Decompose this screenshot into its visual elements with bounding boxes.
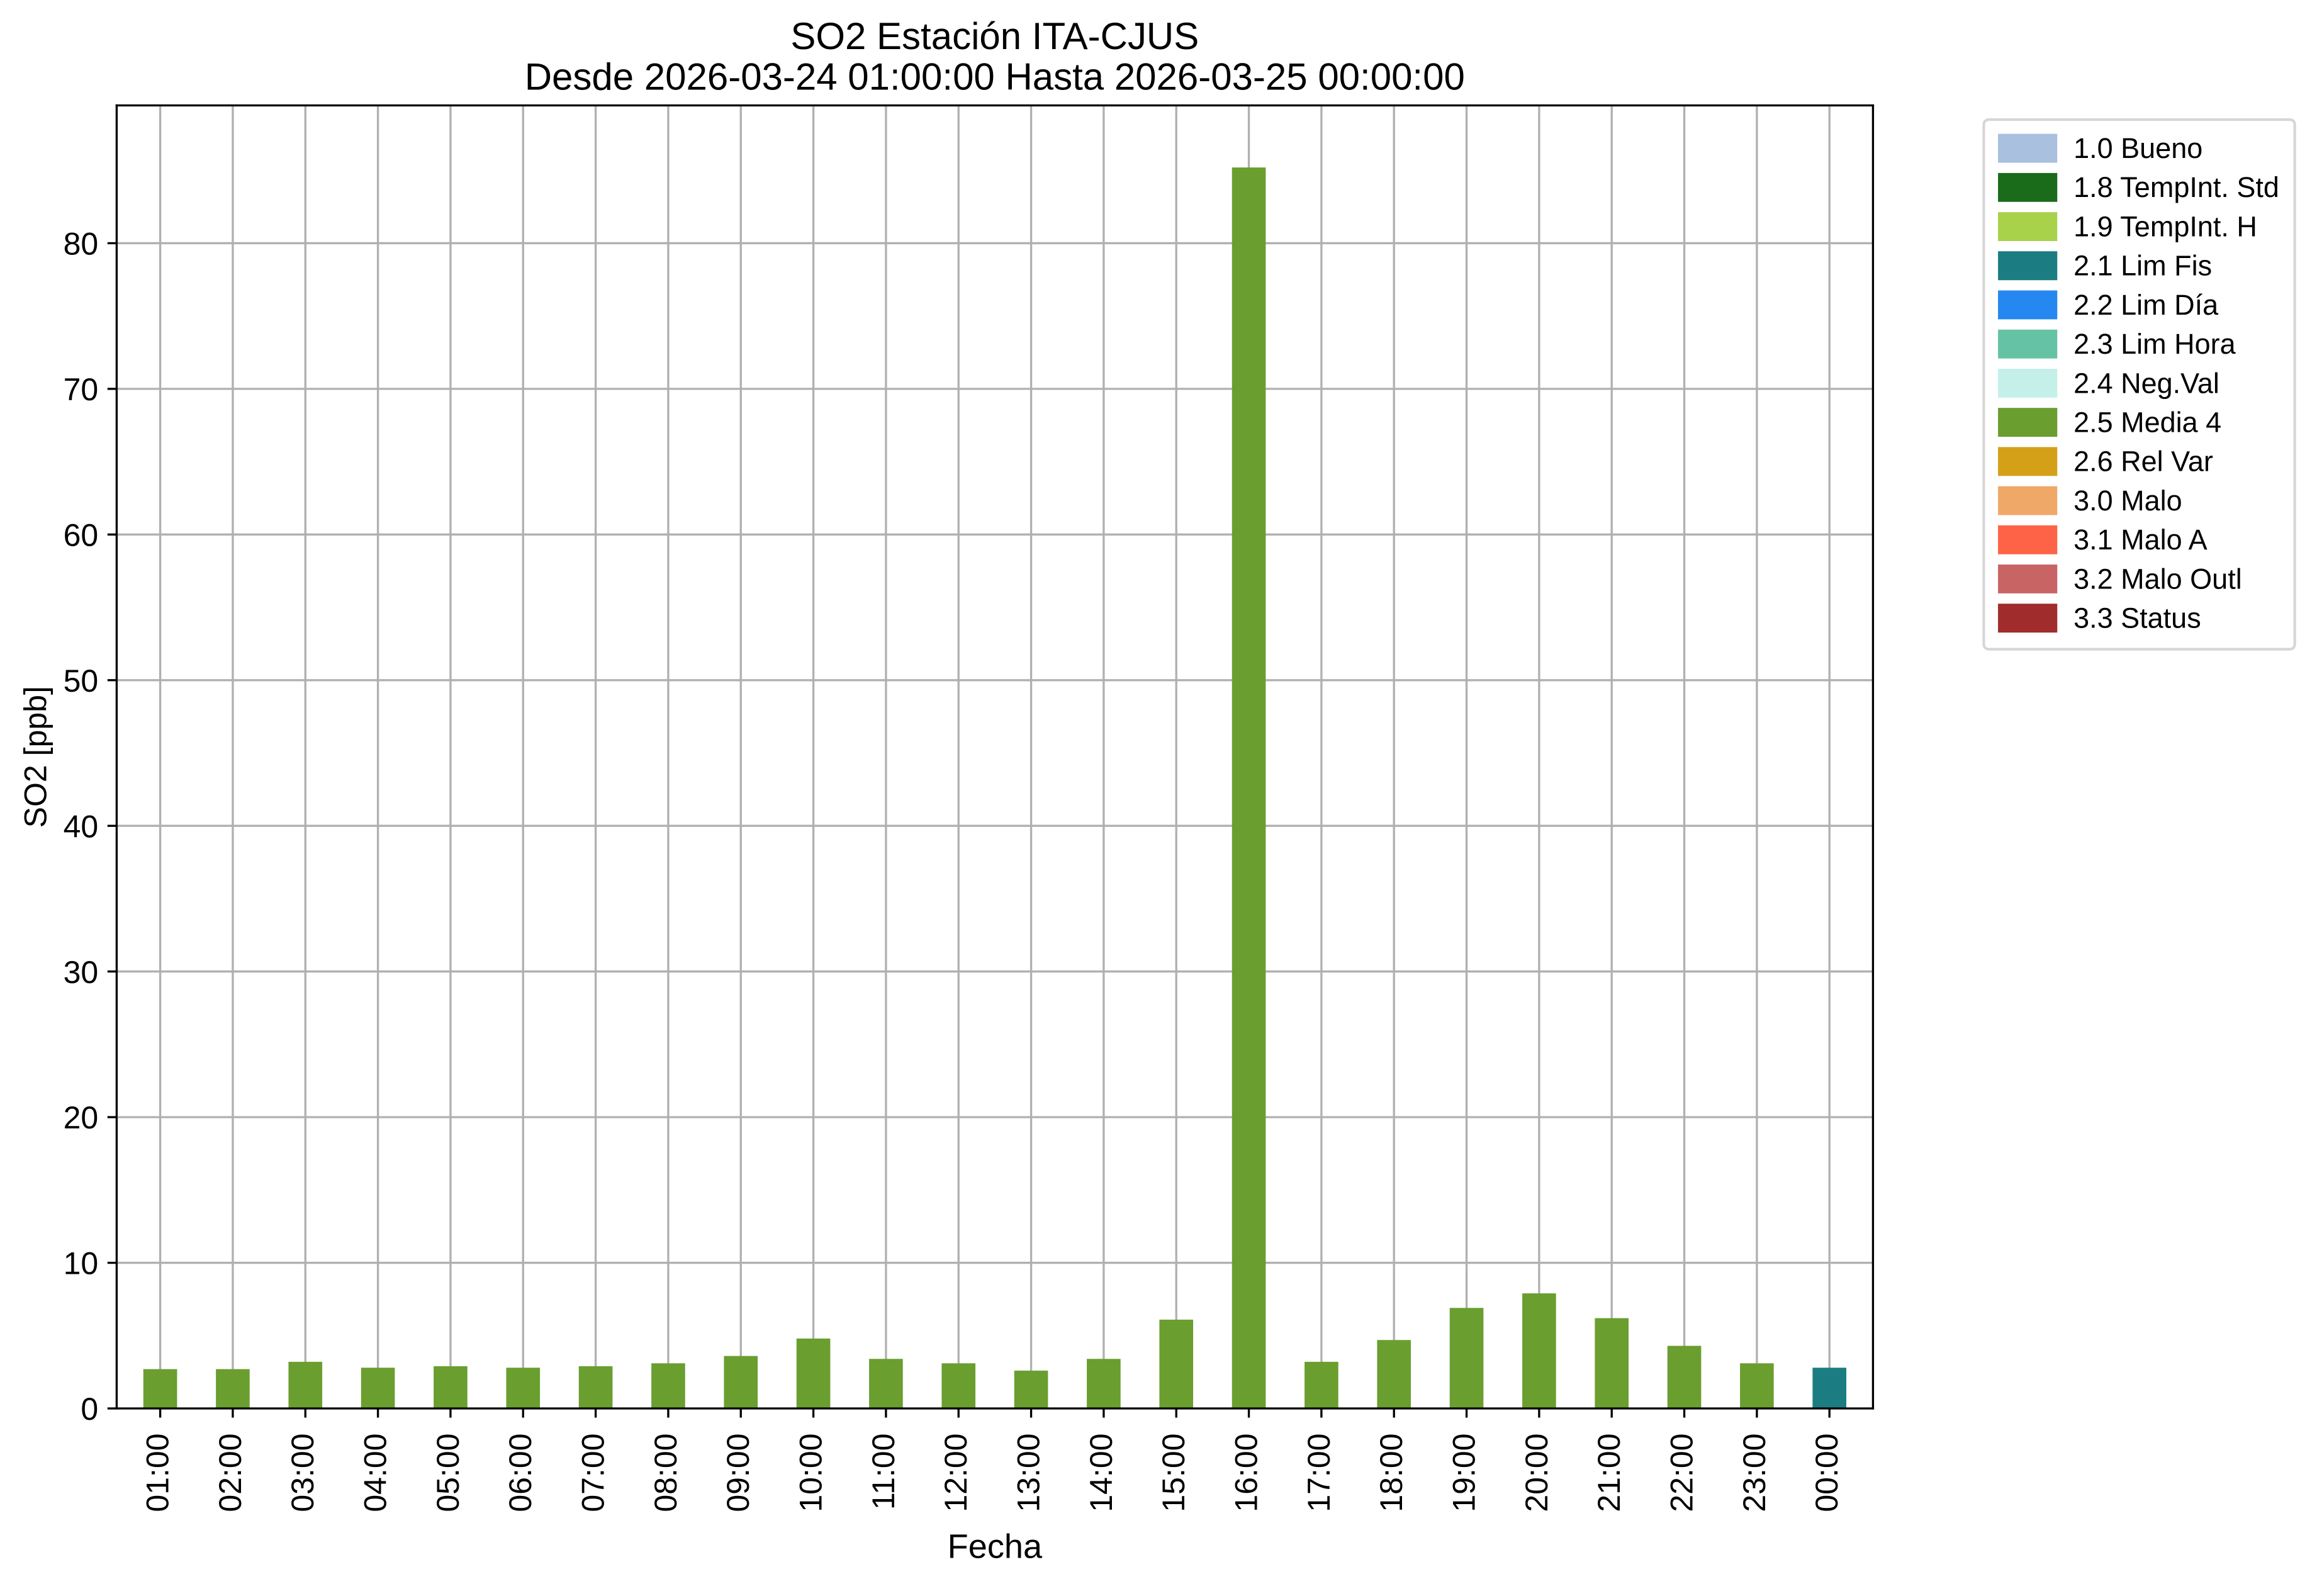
svg-text:18:00: 18:00 [1374, 1434, 1409, 1512]
svg-text:17:00: 17:00 [1301, 1434, 1337, 1512]
svg-text:23:00: 23:00 [1737, 1434, 1772, 1512]
svg-text:SO2 [ppb]: SO2 [ppb] [18, 686, 53, 828]
svg-text:00:00: 00:00 [1809, 1434, 1844, 1512]
svg-text:20: 20 [64, 1100, 99, 1135]
svg-text:40: 40 [64, 809, 99, 844]
svg-text:1.0 Bueno: 1.0 Bueno [2073, 132, 2202, 164]
svg-text:21:00: 21:00 [1591, 1434, 1627, 1512]
svg-text:Desde 2026-03-24 01:00:00 Hast: Desde 2026-03-24 01:00:00 Hasta 2026-03-… [525, 56, 1465, 98]
svg-text:09:00: 09:00 [721, 1434, 756, 1512]
svg-text:3.2 Malo Outl: 3.2 Malo Outl [2073, 563, 2242, 595]
svg-text:Fecha: Fecha [948, 1527, 1043, 1565]
svg-text:2.3 Lim Hora: 2.3 Lim Hora [2073, 328, 2236, 360]
svg-text:2.6 Rel Var: 2.6 Rel Var [2073, 446, 2213, 478]
svg-text:20:00: 20:00 [1519, 1434, 1554, 1512]
svg-text:2.1 Lim Fis: 2.1 Lim Fis [2073, 250, 2212, 282]
svg-text:13:00: 13:00 [1011, 1434, 1046, 1512]
svg-text:01:00: 01:00 [140, 1434, 176, 1512]
svg-text:2.5 Media 4: 2.5 Media 4 [2073, 406, 2221, 438]
svg-text:3.1 Malo A: 3.1 Malo A [2073, 524, 2208, 556]
svg-text:15:00: 15:00 [1156, 1434, 1191, 1512]
svg-text:1.9 TempInt. H: 1.9 TempInt. H [2073, 210, 2257, 242]
svg-text:10:00: 10:00 [794, 1434, 829, 1512]
svg-text:3.0 Malo: 3.0 Malo [2073, 485, 2182, 517]
svg-text:50: 50 [64, 663, 99, 699]
svg-text:2.2 Lim Día: 2.2 Lim Día [2073, 289, 2219, 321]
svg-text:02:00: 02:00 [213, 1434, 248, 1512]
svg-text:30: 30 [64, 955, 99, 990]
svg-text:SO2 Estación ITA-CJUS: SO2 Estación ITA-CJUS [790, 15, 1199, 57]
svg-text:06:00: 06:00 [503, 1434, 538, 1512]
svg-text:80: 80 [64, 227, 99, 262]
svg-text:05:00: 05:00 [430, 1434, 466, 1512]
svg-text:70: 70 [64, 372, 99, 407]
svg-text:1.8 TempInt. Std: 1.8 TempInt. Std [2073, 171, 2279, 203]
svg-text:12:00: 12:00 [938, 1434, 973, 1512]
svg-text:22:00: 22:00 [1664, 1434, 1699, 1512]
svg-text:60: 60 [64, 517, 99, 553]
svg-text:0: 0 [81, 1391, 98, 1427]
svg-text:10: 10 [64, 1246, 99, 1281]
svg-text:11:00: 11:00 [866, 1434, 901, 1510]
svg-text:16:00: 16:00 [1228, 1434, 1264, 1512]
svg-text:2.4 Neg.Val: 2.4 Neg.Val [2073, 367, 2219, 399]
svg-text:19:00: 19:00 [1446, 1434, 1481, 1512]
svg-text:08:00: 08:00 [648, 1434, 683, 1512]
svg-text:03:00: 03:00 [285, 1434, 320, 1512]
svg-text:3.3 Status: 3.3 Status [2073, 602, 2201, 634]
svg-text:04:00: 04:00 [358, 1434, 393, 1512]
svg-text:14:00: 14:00 [1084, 1434, 1119, 1512]
svg-text:07:00: 07:00 [576, 1434, 611, 1512]
